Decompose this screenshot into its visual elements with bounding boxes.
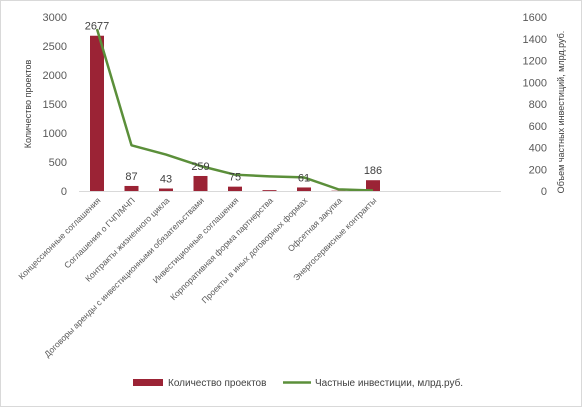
bar xyxy=(263,190,277,191)
legend: Количество проектов Частные инвестиции, … xyxy=(133,377,463,389)
bar xyxy=(159,189,173,191)
bar-data-label: 75 xyxy=(229,172,241,184)
bar xyxy=(228,187,242,191)
y-axis-title: Количество проектов xyxy=(23,60,33,149)
y2-tick-label: 1600 xyxy=(523,12,547,24)
y-tick-label: 1000 xyxy=(43,128,67,140)
bar xyxy=(125,186,139,191)
left-axis: 0 500 1000 1500 2000 2500 3000 xyxy=(43,12,67,198)
bar-series xyxy=(90,36,380,191)
bar-data-label: 259 xyxy=(191,161,209,173)
legend-label-bar: Количество проектов xyxy=(168,378,266,389)
y2-axis-title: Объем частных инвестиций, млрд.руб. xyxy=(556,31,566,194)
y-tick-label: 2000 xyxy=(43,70,67,82)
category-label: Договоры аренды с инвестиционными обязат… xyxy=(42,195,206,359)
bar xyxy=(90,36,104,191)
bar-data-label: 61 xyxy=(298,172,310,184)
y2-tick-label: 800 xyxy=(529,99,547,111)
legend-swatch-bar xyxy=(133,379,163,386)
bar-data-label: 43 xyxy=(160,174,172,186)
bar-data-label: 87 xyxy=(125,171,137,183)
y2-tick-label: 0 xyxy=(541,186,547,198)
bar-data-label: 186 xyxy=(364,165,382,177)
legend-label-line: Частные инвестиции, млрд.руб. xyxy=(315,377,463,389)
y-tick-label: 2500 xyxy=(43,41,67,53)
y-tick-label: 500 xyxy=(49,157,67,169)
right-axis: 0 200 400 600 800 1000 1200 1400 1600 xyxy=(523,12,547,198)
data-labels: 2677 87 43 259 75 61 186 xyxy=(85,21,382,186)
y2-tick-label: 1000 xyxy=(523,77,547,89)
y2-tick-label: 1200 xyxy=(523,56,547,68)
y2-tick-label: 1400 xyxy=(523,34,547,46)
line-series xyxy=(97,29,373,190)
y2-tick-label: 400 xyxy=(529,143,547,155)
y2-tick-label: 200 xyxy=(529,164,547,176)
line-path xyxy=(97,29,373,190)
bar xyxy=(297,187,311,191)
y-tick-label: 3000 xyxy=(43,12,67,24)
bar xyxy=(194,176,208,191)
bar-data-label: 2677 xyxy=(85,21,109,33)
y-tick-label: 1500 xyxy=(43,99,67,111)
y-tick-label: 0 xyxy=(61,186,67,198)
y2-tick-label: 600 xyxy=(529,121,547,133)
